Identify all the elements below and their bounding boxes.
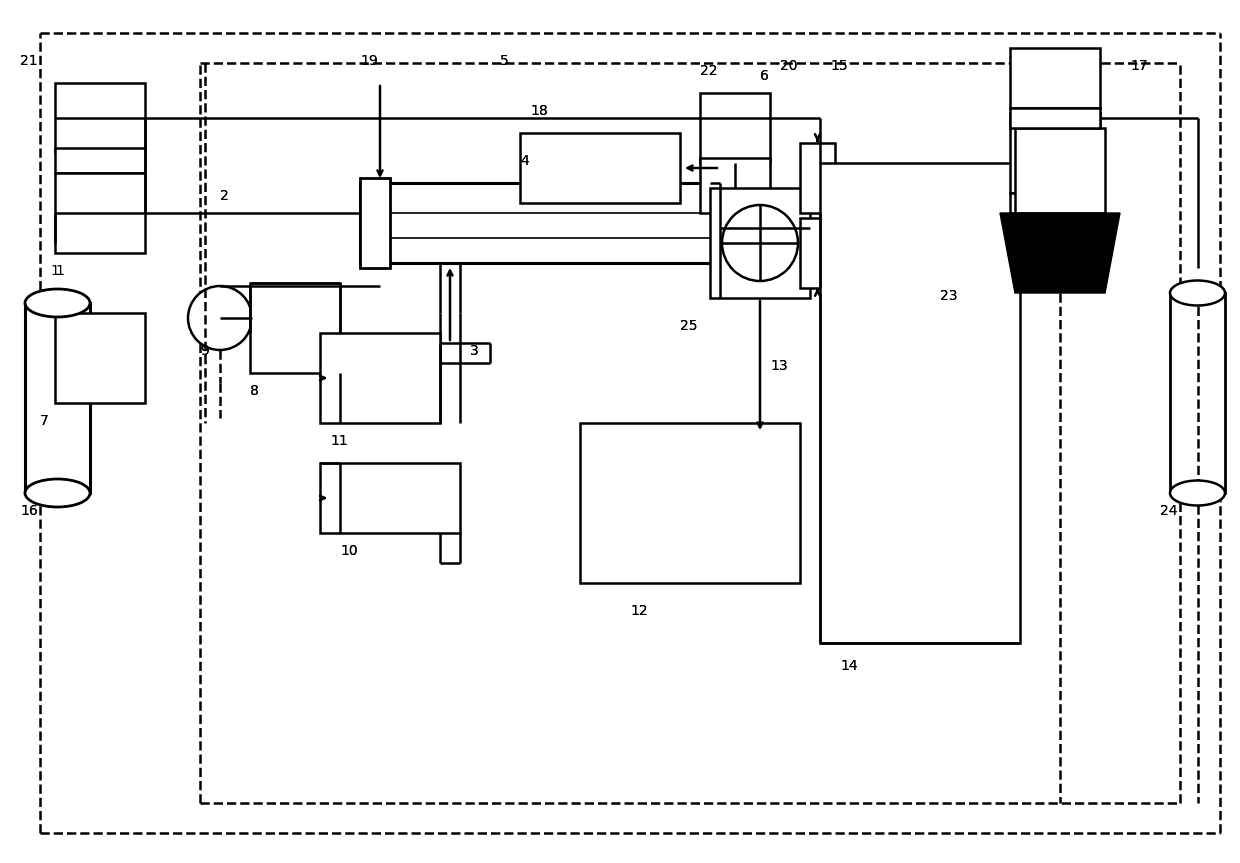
Text: 25: 25	[680, 319, 697, 333]
Text: 11: 11	[330, 434, 347, 448]
Text: 17: 17	[1130, 59, 1148, 73]
Bar	[55, 173, 145, 253]
Ellipse shape	[1171, 481, 1225, 506]
Text: 1: 1	[50, 264, 58, 278]
Text: 7: 7	[40, 414, 48, 428]
Text: 16: 16	[20, 504, 37, 518]
Bar	[250, 283, 340, 373]
Text: 1: 1	[55, 264, 64, 278]
Ellipse shape	[1171, 280, 1225, 306]
Text: 15: 15	[830, 59, 848, 73]
Text: 20: 20	[780, 59, 797, 73]
Text: 4: 4	[520, 154, 528, 168]
Bar	[360, 178, 391, 268]
Bar	[55, 83, 145, 153]
Text: 12: 12	[630, 604, 647, 618]
Text: 12: 12	[630, 604, 647, 618]
Text: 23: 23	[940, 289, 957, 303]
Bar	[25, 303, 91, 493]
Bar	[800, 143, 835, 213]
Polygon shape	[999, 213, 1120, 293]
Bar	[320, 463, 460, 533]
Text: 8: 8	[250, 384, 259, 398]
Bar	[711, 188, 810, 298]
Ellipse shape	[25, 479, 91, 507]
Text: 21: 21	[20, 54, 37, 68]
Bar	[360, 183, 720, 263]
Text: 14: 14	[839, 659, 858, 673]
Bar	[520, 133, 680, 203]
Text: 10: 10	[340, 544, 357, 558]
Text: 5: 5	[500, 54, 508, 68]
Text: 19: 19	[360, 54, 378, 68]
Text: 23: 23	[940, 289, 957, 303]
Bar	[580, 423, 800, 583]
Text: 18: 18	[529, 104, 548, 118]
Text: 20: 20	[780, 59, 797, 73]
Ellipse shape	[25, 289, 91, 317]
Bar	[701, 158, 770, 213]
Text: 5: 5	[500, 54, 508, 68]
Text: 22: 22	[701, 64, 718, 78]
Text: 3: 3	[470, 344, 479, 358]
Bar	[820, 163, 1021, 643]
Text: 24: 24	[1159, 504, 1178, 518]
Text: 3: 3	[470, 344, 479, 358]
Text: 6: 6	[760, 69, 769, 83]
Bar	[800, 218, 835, 288]
Text: 25: 25	[680, 319, 697, 333]
Bar	[320, 333, 440, 423]
Text: 15: 15	[830, 59, 848, 73]
Bar	[1011, 108, 1100, 128]
Text: 14: 14	[839, 659, 858, 673]
Bar	[55, 148, 145, 173]
Text: 9: 9	[200, 344, 208, 358]
Bar	[55, 313, 145, 403]
Text: 2: 2	[219, 189, 228, 203]
Bar	[1171, 293, 1225, 493]
Text: 4: 4	[520, 154, 528, 168]
Text: 10: 10	[340, 544, 357, 558]
Circle shape	[722, 205, 799, 281]
Text: 13: 13	[770, 359, 787, 373]
Circle shape	[188, 286, 252, 350]
Text: 2: 2	[219, 189, 228, 203]
Text: 9: 9	[200, 344, 208, 358]
Text: 16: 16	[20, 504, 37, 518]
Text: 18: 18	[529, 104, 548, 118]
Text: 19: 19	[360, 54, 378, 68]
Text: 6: 6	[760, 69, 769, 83]
Text: 24: 24	[1159, 504, 1178, 518]
Bar	[1011, 193, 1100, 213]
Text: 22: 22	[701, 64, 718, 78]
Bar	[1011, 113, 1100, 193]
Text: 7: 7	[40, 414, 48, 428]
Bar	[1011, 48, 1100, 108]
Text: 21: 21	[20, 54, 37, 68]
Bar	[1016, 128, 1105, 213]
Text: 13: 13	[770, 359, 787, 373]
Bar	[701, 93, 770, 163]
Text: 8: 8	[250, 384, 259, 398]
Text: 11: 11	[330, 434, 347, 448]
Text: 17: 17	[1130, 59, 1148, 73]
